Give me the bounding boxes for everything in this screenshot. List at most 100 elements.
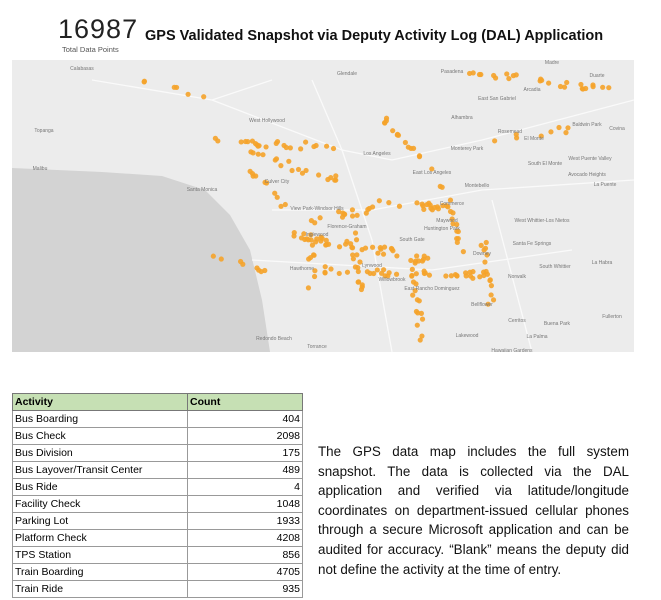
map-label: Santa Fe Springs	[513, 241, 552, 247]
gps-dot	[359, 282, 365, 288]
gps-dot	[319, 235, 325, 241]
gps-dot	[278, 163, 284, 169]
table-row: Parking Lot 1933	[12, 512, 303, 530]
gps-dot	[311, 273, 318, 280]
gps-dot	[600, 84, 606, 90]
gps-dot	[481, 247, 487, 253]
gps-dot	[443, 273, 449, 279]
gps-dot	[323, 237, 329, 243]
count-cell: 935	[187, 580, 303, 598]
gps-dot	[242, 138, 249, 145]
gps-dot	[308, 237, 314, 243]
gps-dot	[238, 139, 244, 145]
gps-dot	[393, 271, 400, 277]
gps-dot	[283, 144, 289, 151]
table-row: Train Ride 935	[12, 580, 303, 598]
map-label: Buena Park	[544, 321, 571, 327]
gps-dot	[287, 145, 293, 151]
gps-dot	[336, 209, 342, 215]
gps-dot	[606, 85, 612, 91]
map-label: Willowbrook	[379, 277, 406, 283]
gps-dot	[477, 274, 483, 280]
table-row: Platform Check 4208	[12, 529, 303, 547]
map-label: Cerritos	[508, 318, 526, 324]
gps-dot	[304, 236, 310, 242]
activity-cell: Bus Boarding	[12, 410, 188, 428]
gps-dot	[336, 244, 343, 250]
gps-dot	[333, 173, 339, 179]
activity-cell: Platform Check	[12, 529, 188, 547]
map-label: Arcadia	[524, 87, 541, 93]
gps-dot	[416, 298, 422, 304]
gps-dot	[324, 241, 330, 248]
gps-dot	[426, 272, 433, 278]
gps-dot	[412, 288, 418, 294]
gps-dot	[312, 268, 318, 274]
gps-dot	[374, 267, 380, 273]
gps-dot	[354, 252, 360, 258]
gps-dot	[402, 139, 408, 146]
gps-dot	[488, 292, 494, 298]
gps-dot	[454, 221, 460, 228]
gps-dot	[380, 251, 387, 257]
gps-dot	[301, 231, 307, 237]
gps-dot	[410, 279, 417, 285]
count-cell: 404	[187, 410, 303, 428]
gps-dot	[414, 253, 420, 259]
gps-dot	[263, 144, 269, 150]
map-label: Bellflower	[471, 302, 493, 308]
map-label: Commerce	[440, 201, 465, 207]
map-label: West Whittier-Los Nietos	[515, 218, 570, 224]
activity-cell: Train Ride	[12, 580, 188, 598]
gps-dot	[298, 146, 304, 152]
gps-dot	[309, 242, 316, 248]
gps-dot	[352, 264, 359, 270]
gps-dot	[409, 266, 415, 272]
gps-dot	[410, 292, 416, 298]
gps-dot	[443, 203, 450, 209]
map-label: Montebello	[465, 183, 490, 189]
gps-dot	[282, 201, 288, 208]
map-label: South Whittier	[539, 264, 571, 270]
gps-dot	[238, 258, 244, 265]
gps-dot	[470, 70, 476, 76]
count-cell: 489	[187, 461, 303, 479]
gps-dot	[371, 270, 377, 277]
activity-table: Activity Count Bus Boarding 404 Bus Check 209…	[12, 393, 303, 598]
gps-dot	[344, 238, 350, 245]
table-row: Bus Ride 4	[12, 478, 303, 496]
gps-dot	[467, 269, 473, 275]
gps-dot	[429, 207, 435, 213]
map-label: East San Gabriel	[478, 96, 516, 102]
map-label: South Gate	[399, 237, 425, 243]
gps-dot	[353, 237, 360, 243]
gps-dot	[483, 239, 489, 246]
gps-dot	[272, 190, 278, 196]
gps-dot	[250, 173, 256, 179]
gps-dot	[354, 212, 360, 218]
map-label: South El Monte	[528, 161, 562, 167]
ocean	[12, 168, 270, 352]
count-cell: 4208	[187, 529, 303, 547]
gps-dot	[419, 333, 425, 339]
gps-dot	[460, 249, 466, 255]
gps-dot	[408, 257, 414, 264]
gps-dot	[295, 166, 302, 173]
gps-dot	[417, 337, 423, 343]
gps-dot	[561, 84, 568, 90]
gps-dot	[303, 167, 309, 174]
gps-dot	[218, 256, 224, 262]
gps-dot	[252, 140, 259, 147]
map-label: Lynwood	[362, 263, 382, 269]
gps-dot	[565, 125, 571, 131]
activity-cell: Bus Layover/Transit Center	[12, 461, 188, 479]
gps-dot	[348, 241, 354, 247]
map-label: Alhambra	[451, 115, 473, 121]
gps-dot	[365, 206, 371, 213]
gps-dot	[548, 129, 554, 135]
gps-dot	[376, 198, 382, 204]
count-cell: 4705	[187, 563, 303, 581]
gps-dot	[484, 252, 490, 258]
gps-dot	[414, 322, 420, 328]
